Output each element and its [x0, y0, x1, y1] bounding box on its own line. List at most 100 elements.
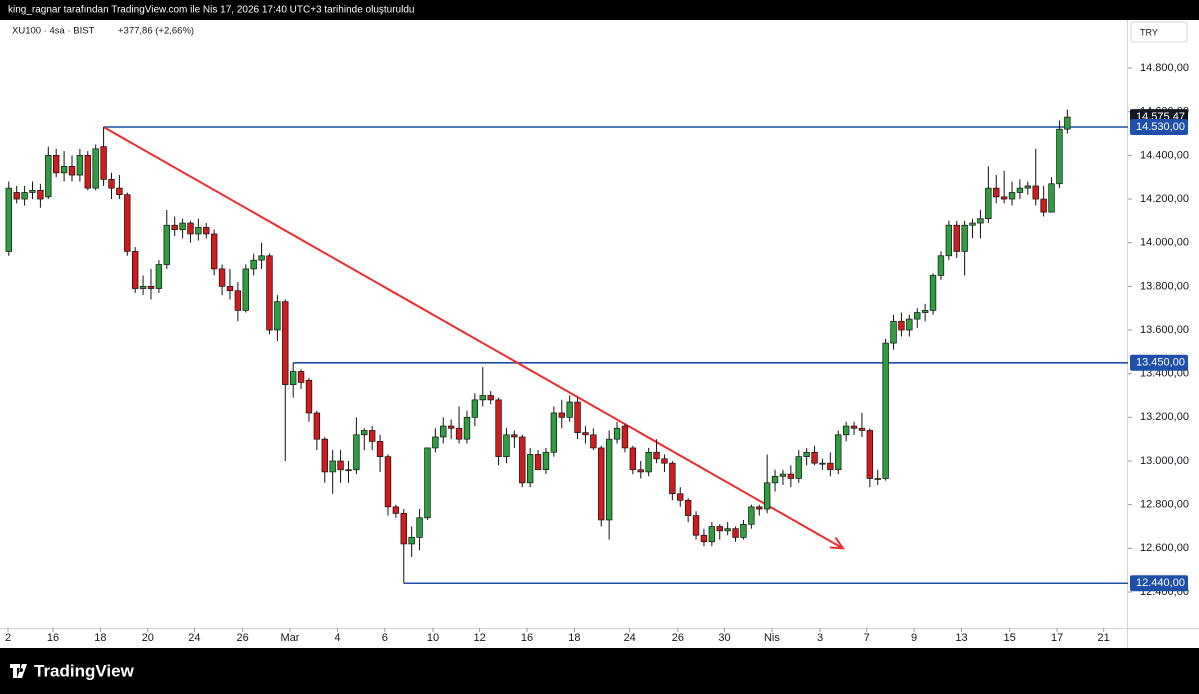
y-tick-label: 14.200,00 — [1140, 193, 1189, 205]
y-tick-label: 12.600,00 — [1140, 542, 1189, 554]
logo: TradingView — [10, 661, 135, 680]
candle-body — [84, 155, 91, 189]
candle-body — [416, 517, 423, 538]
x-tick-label: 7 — [864, 632, 870, 644]
trend-arrowhead — [829, 537, 845, 550]
trend-line — [103, 126, 844, 550]
candle-body — [669, 462, 676, 495]
price-axis: 12.400,0012.600,0012.800,0013.000,0013.2… — [5, 62, 1189, 644]
candle-body — [1040, 198, 1047, 213]
attribution: king_ragnar tarafından TradingView.com i… — [8, 5, 414, 16]
candle-body — [345, 469, 352, 472]
x-tick-label: 13 — [955, 632, 967, 644]
currency-box — [1130, 21, 1188, 43]
candle-body — [914, 312, 921, 320]
candle-body — [116, 187, 123, 196]
candle-body — [985, 187, 992, 220]
candle-body — [1064, 116, 1071, 130]
candle-body — [511, 434, 518, 438]
candle-body — [495, 399, 502, 457]
candle-body — [297, 371, 305, 383]
brand: TradingView — [34, 661, 135, 680]
candle-body — [542, 451, 550, 471]
x-tick-label: 10 — [427, 632, 439, 644]
change: +377,86 (+2,66%) — [118, 26, 194, 37]
candle-body — [471, 399, 479, 418]
candle-body — [771, 475, 779, 484]
level-label: 14.530,00 — [1136, 121, 1185, 133]
candle-body — [835, 434, 842, 471]
candle-body — [76, 155, 84, 176]
candle-body — [700, 534, 708, 543]
candle-body — [195, 227, 202, 235]
candle-body — [574, 401, 581, 433]
candle-body — [803, 451, 810, 457]
y-tick-label: 13.000,00 — [1140, 455, 1189, 467]
x-tick-label: 18 — [568, 632, 580, 644]
candle-body — [629, 447, 637, 471]
candle-body — [526, 454, 534, 484]
candle-body — [242, 268, 249, 311]
candle-body — [274, 301, 281, 331]
chart-frame — [0, 20, 1199, 648]
candle-body — [376, 441, 384, 457]
candle-body — [858, 427, 866, 431]
candle-body — [605, 438, 613, 521]
candle-body — [661, 458, 668, 464]
candle-body — [503, 434, 510, 457]
candle-body — [1048, 183, 1055, 213]
x-tick-label: 24 — [188, 632, 200, 644]
candle-body — [977, 218, 984, 224]
candle-body — [455, 427, 463, 440]
candle-body — [21, 192, 28, 200]
x-tick-label: 16 — [521, 632, 533, 644]
candle-body — [447, 425, 455, 429]
candle-body — [937, 255, 945, 276]
candle-body — [218, 268, 226, 287]
candle-body — [29, 189, 36, 193]
candle-body — [131, 251, 139, 289]
candle-body — [313, 412, 321, 440]
candle-body — [842, 425, 850, 436]
candle-body — [368, 430, 376, 442]
candle-body — [361, 430, 368, 436]
candle-body — [479, 395, 486, 401]
x-tick-label: 18 — [94, 632, 106, 644]
candle-body — [921, 310, 929, 313]
level-box — [1130, 119, 1188, 136]
y-tick-label: 14.000,00 — [1140, 237, 1189, 249]
candle-body — [171, 224, 178, 230]
candle-body — [582, 432, 589, 436]
candle-body — [187, 222, 194, 235]
candle-body — [226, 286, 234, 292]
x-tick-label: 20 — [142, 632, 154, 644]
candle-body — [100, 146, 107, 180]
y-tick-label: 14.400,00 — [1140, 149, 1189, 161]
candle-body — [929, 275, 937, 311]
candle-body — [305, 379, 313, 414]
x-tick-label: 9 — [911, 632, 917, 644]
candle-body — [677, 493, 684, 501]
candle-body — [748, 506, 755, 525]
candle-body — [353, 434, 360, 471]
candle-body — [613, 427, 621, 440]
candle-body — [52, 155, 60, 174]
candle-body — [969, 222, 976, 226]
candle-body — [819, 462, 826, 465]
x-tick-label: Nis — [764, 632, 780, 644]
level-label: 13.450,00 — [1136, 357, 1185, 369]
candle-body — [519, 436, 526, 484]
x-tick-label: 6 — [382, 632, 388, 644]
x-tick-label: 26 — [672, 632, 684, 644]
candle-body — [740, 523, 747, 538]
candle-body — [653, 451, 660, 460]
candle-body — [250, 259, 257, 270]
y-tick-label: 13.600,00 — [1140, 324, 1189, 336]
x-tick-label: 17 — [1051, 632, 1063, 644]
y-tick-label: 12.800,00 — [1140, 499, 1189, 511]
candle-body — [1000, 196, 1008, 200]
candle-body — [795, 456, 802, 479]
y-tick-label: 14.800,00 — [1140, 62, 1189, 74]
candle-body — [424, 447, 431, 519]
